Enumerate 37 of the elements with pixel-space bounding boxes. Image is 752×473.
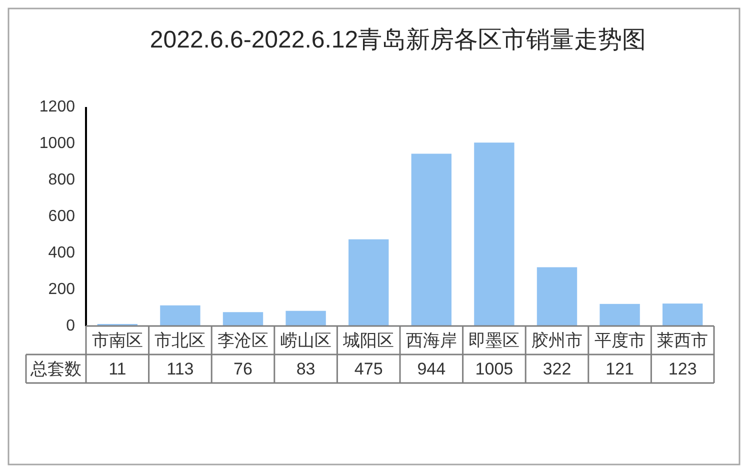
bar xyxy=(222,312,264,326)
bar xyxy=(160,305,200,326)
x-tick-label: 胶州市 xyxy=(532,330,582,350)
x-tick-label: 平度市 xyxy=(594,330,646,350)
data-label: 123 xyxy=(668,359,697,378)
y-tick-label: 1200 xyxy=(39,98,76,116)
x-tick-label: 市南区 xyxy=(92,330,143,350)
y-tick-label: 200 xyxy=(48,281,76,298)
chart-title: 2022.6.6-2022.6.12青岛新房各区市销量走势图 xyxy=(150,26,646,54)
data-label: 83 xyxy=(296,359,316,378)
x-tick-label: 市北区 xyxy=(154,330,206,350)
x-tick-label: 西海岸 xyxy=(406,330,457,350)
bar xyxy=(286,310,326,326)
bar xyxy=(474,142,514,326)
bar xyxy=(411,154,452,326)
data-label: 11 xyxy=(108,359,126,378)
data-label: 944 xyxy=(417,359,446,378)
bar xyxy=(536,267,578,326)
y-tick-label: 1000 xyxy=(39,135,76,152)
data-label: 121 xyxy=(606,359,634,378)
bar xyxy=(662,304,703,326)
data-label: 76 xyxy=(234,359,252,378)
x-tick-label: 李沧区 xyxy=(218,330,268,350)
data-label: 475 xyxy=(354,359,383,378)
x-tick-label: 即墨区 xyxy=(468,330,520,350)
bar xyxy=(348,239,389,326)
data-label: 1005 xyxy=(475,359,514,378)
x-tick-label: 莱西市 xyxy=(657,330,708,350)
bar xyxy=(600,304,640,326)
data-label: 322 xyxy=(542,359,572,378)
data-label: 113 xyxy=(166,359,194,378)
y-tick-label: 400 xyxy=(48,244,76,262)
y-tick-label: 0 xyxy=(66,318,76,334)
y-tick-label: 600 xyxy=(48,208,76,225)
x-tick-label: 城阳区 xyxy=(342,330,394,350)
y-tick-label: 800 xyxy=(48,172,76,188)
x-tick-label: 崂山区 xyxy=(280,330,332,350)
